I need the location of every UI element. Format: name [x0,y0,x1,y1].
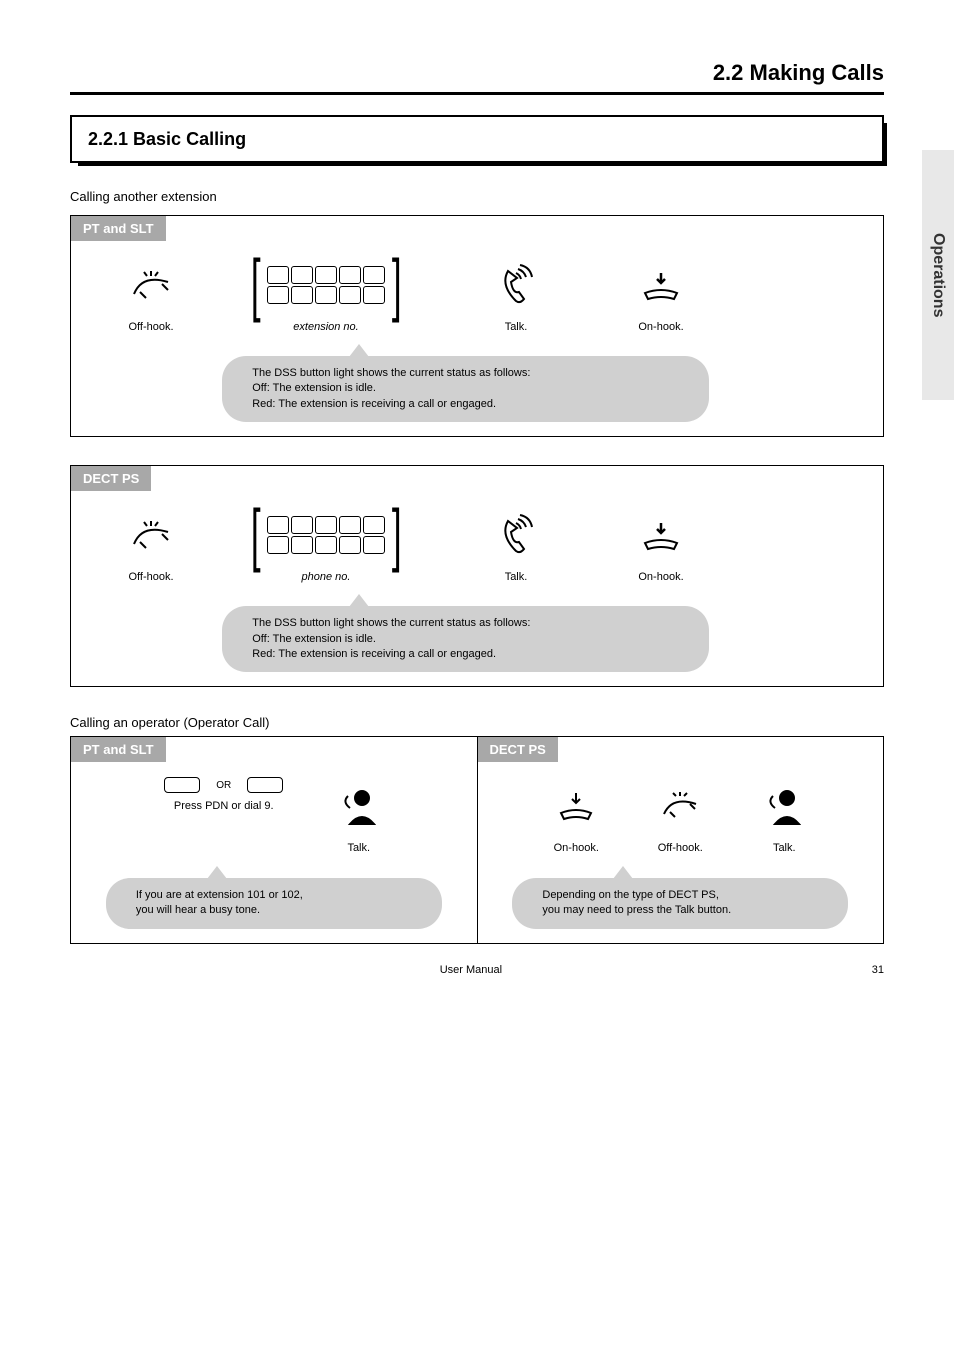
handset-ring-icon [496,256,536,314]
subhead-calling: Calling another extension [70,187,884,207]
step-onhook-label-2: On-hook. [638,570,683,584]
side-tab-label: Operations [929,233,947,317]
banner-dect: The DSS button light shows the current s… [222,606,708,672]
or-text: OR [216,780,231,791]
bracket-right-icon: ] [392,260,402,309]
step-offhook-label: Off-hook. [128,320,173,334]
box-dect: DECT PS Off-hook. [ [70,465,884,687]
talk-label-op1: Talk. [347,841,370,855]
dual-half-pt: PT and SLT OR Press PDN or dial 9. [71,737,478,942]
offhook-icon [130,256,172,314]
offhook-label-op: Off-hook. [658,841,703,855]
offhook-icon-2 [130,506,172,564]
page-root: 2.2 Making Calls Operations 2.2.1 Basic … [0,0,954,1006]
side-tab: Operations [922,150,954,400]
box-pt-slt: PT and SLT Off-hook. [ [70,215,884,437]
keypad-icon [267,266,385,304]
page-footer: User Manual 31 [70,964,884,976]
pdn-or-9-icon: OR [164,777,283,793]
main-heading: 2.2.1 Basic Calling [88,129,246,150]
section-top-title: 2.2 Making Calls [70,60,884,86]
subhead-operator: Calling an operator (Operator Call) [70,715,884,730]
talk-person-icon-2 [767,777,801,835]
dual-tab-pt: PT and SLT [71,737,166,762]
bracket-left-icon: [ [250,260,260,309]
handset-ring-icon-2 [496,506,536,564]
keypad-bracket-2: [ ] [246,510,407,559]
step-onhook-label: On-hook. [638,320,683,334]
pdn-label: Press PDN or dial 9. [174,799,274,813]
step-dial-ext-label: extension no. [293,320,358,334]
box-tab-pt: PT and SLT [71,216,166,241]
onhook-icon-2 [639,506,683,564]
banner-dss-info: The DSS button light shows the current s… [222,356,708,422]
banner-op2: Depending on the type of DECT PS, you ma… [512,878,848,929]
main-heading-box: 2.2.1 Basic Calling [70,115,884,163]
dual-box-operator: PT and SLT OR Press PDN or dial 9. [70,736,884,943]
page-number: 31 [872,964,884,976]
banner-op1: If you are at extension 101 or 102, you … [106,878,442,929]
onhook-icon [639,256,683,314]
step-offhook-label-2: Off-hook. [128,570,173,584]
keypad-icon-2 [267,516,385,554]
box-tab-dect: DECT PS [71,466,151,491]
bracket-left-icon-2: [ [250,510,260,559]
onhook-label-op: On-hook. [554,841,599,855]
talk-person-icon [342,777,376,835]
keypad-bracket: [ ] [246,260,407,309]
talk-label-op2: Talk. [773,841,796,855]
top-rule [70,92,884,95]
step-phone-no-label: phone no. [302,570,351,584]
step-talk-label: Talk. [505,320,528,334]
step-talk-label-2: Talk. [505,570,528,584]
bracket-right-icon-2: ] [392,510,402,559]
footnote: User Manual [440,964,502,976]
onhook-icon-op [556,777,596,835]
dual-half-dect: DECT PS On-hook. Off-hook. [478,737,884,942]
offhook-icon-op [660,777,700,835]
dual-tab-dect: DECT PS [478,737,558,762]
